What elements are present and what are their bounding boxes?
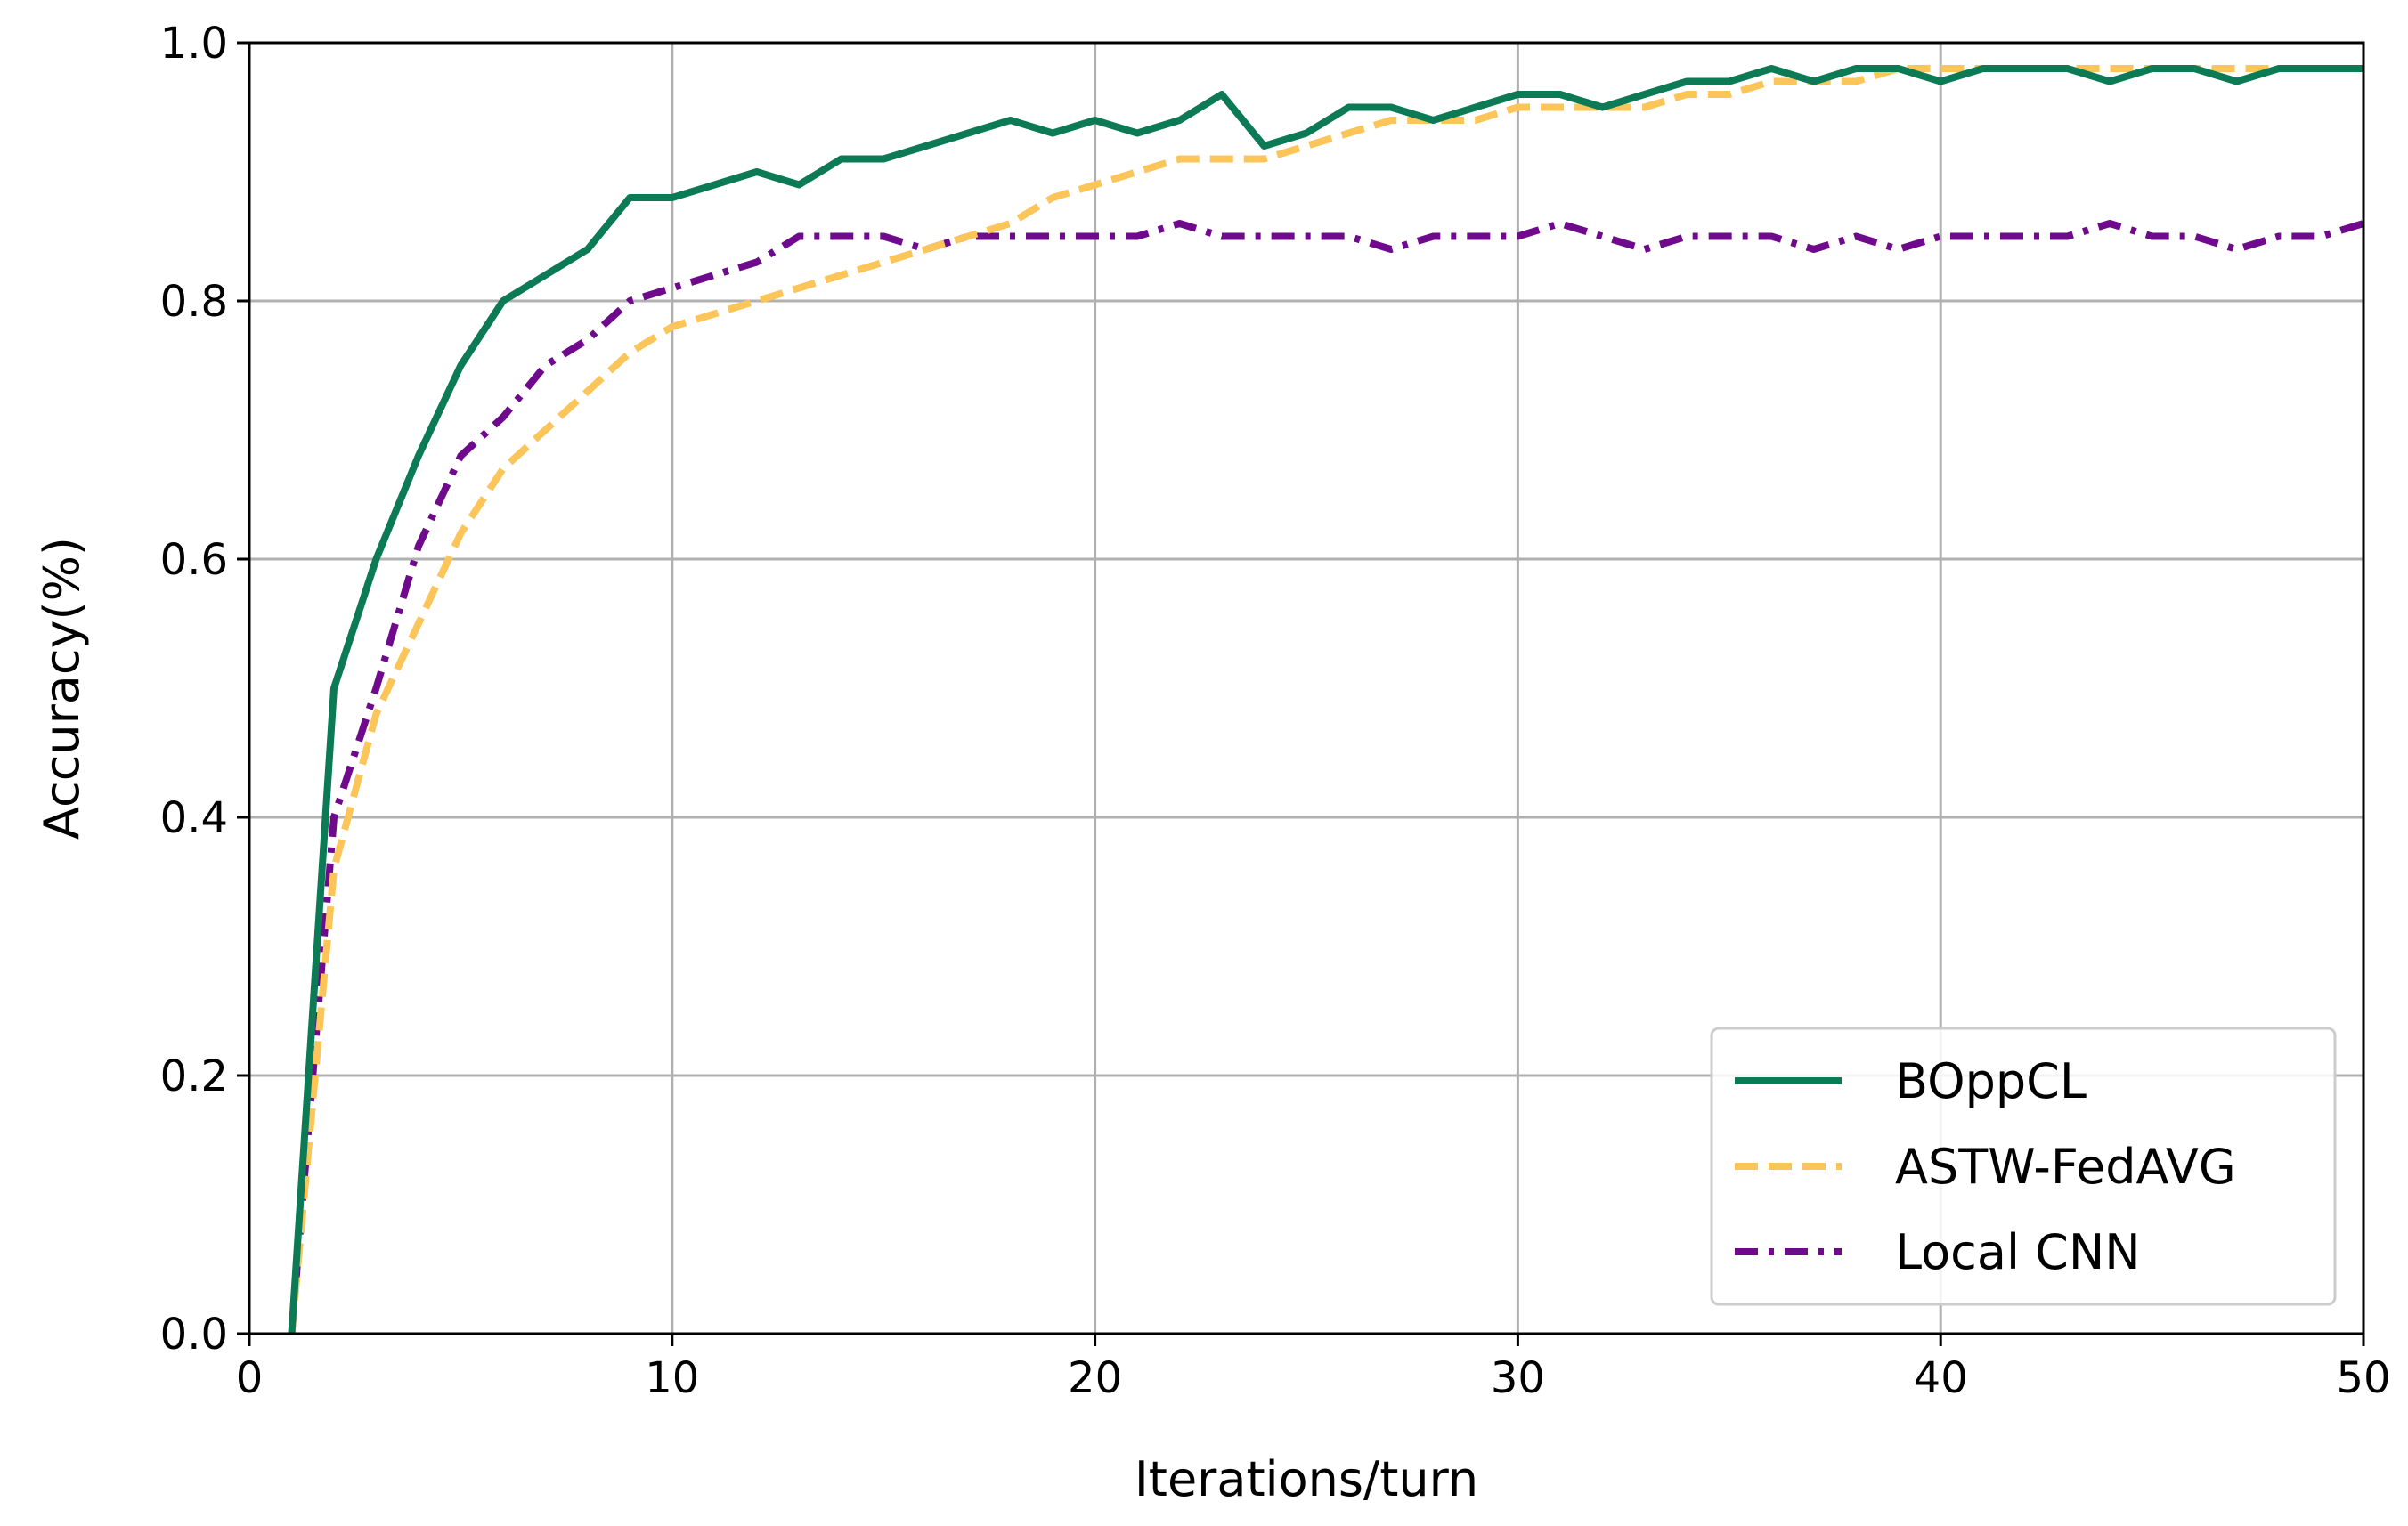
legend-label-local-cnn: Local CNN (1895, 1224, 2141, 1280)
y-tick-label: 0.0 (160, 1310, 228, 1360)
y-tick-label: 1.0 (160, 19, 228, 69)
legend-label-astw-fedavg: ASTW-FedAVG (1895, 1139, 2236, 1195)
y-tick-labels: 0.0 0.2 0.4 0.6 0.8 1.0 (160, 19, 228, 1360)
x-tick-label: 30 (1491, 1353, 1545, 1403)
y-tick-label: 0.8 (160, 277, 228, 327)
legend: BOppCL ASTW-FedAVG Local CNN (1710, 1027, 2337, 1306)
y-tick-label: 0.4 (160, 793, 228, 843)
plot-frame (248, 41, 2365, 1335)
series-line-boppcl (288, 65, 2363, 1335)
legend-label-boppcl: BOppCL (1895, 1053, 2087, 1109)
x-tick-label: 10 (645, 1353, 699, 1403)
y-tick-label: 0.6 (160, 535, 228, 585)
x-tick-label: 20 (1068, 1353, 1122, 1403)
y-tick-label: 0.2 (160, 1051, 228, 1101)
y-axis-title: Accuracy(%) (34, 537, 90, 840)
series-lines (288, 65, 2365, 1335)
x-axis-title: Iterations/turn (1135, 1451, 1478, 1507)
x-tick-label: 40 (1914, 1353, 1968, 1403)
legend-box (1710, 1027, 2337, 1306)
x-tick-labels: 0 10 20 30 40 50 (236, 1353, 2391, 1403)
x-tick-label: 0 (236, 1353, 264, 1403)
x-tick-label: 50 (2336, 1353, 2390, 1403)
series-line-local-cnn (288, 220, 2365, 1335)
axis-ticks (237, 41, 2365, 1346)
